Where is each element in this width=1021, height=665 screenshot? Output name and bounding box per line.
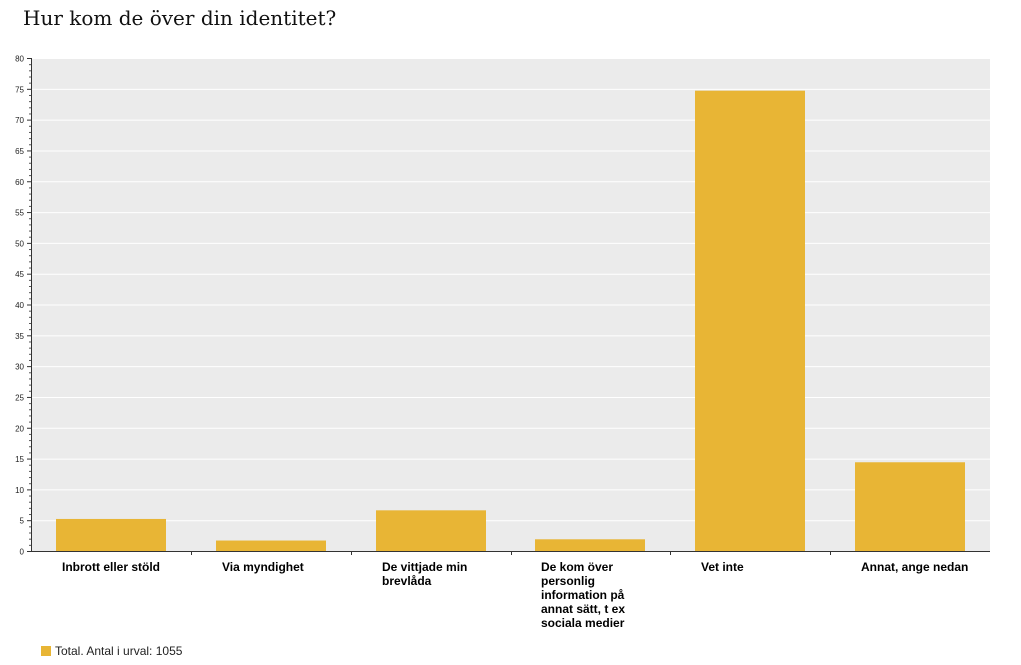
legend-swatch bbox=[41, 646, 51, 656]
gridlines bbox=[31, 58, 990, 522]
y-tick-label: 45 bbox=[15, 270, 24, 279]
bar bbox=[216, 540, 326, 551]
bar bbox=[695, 90, 805, 551]
bar bbox=[535, 539, 645, 551]
y-tick-label: 80 bbox=[15, 55, 24, 64]
y-tick-label: 10 bbox=[15, 486, 24, 495]
bars bbox=[56, 90, 965, 551]
bar bbox=[56, 518, 166, 551]
x-tick-label: Annat, ange nedan bbox=[861, 560, 969, 574]
y-axis-ticks: 0 5 10 15 20 25 30 35 40 45 50 55 60 65 70 75 80 bbox=[15, 55, 31, 557]
y-tick-label: 75 bbox=[15, 85, 24, 94]
x-tick-label: Vet inte bbox=[701, 560, 744, 574]
y-tick-label: 35 bbox=[15, 332, 24, 341]
y-tick-label: 60 bbox=[15, 178, 24, 187]
y-tick-label: 5 bbox=[20, 517, 25, 526]
y-tick-label: 40 bbox=[15, 301, 24, 310]
axes bbox=[31, 58, 990, 555]
y-tick-label: 20 bbox=[15, 424, 24, 433]
y-tick-label: 65 bbox=[15, 147, 24, 156]
x-tick-label: De kom över personlig information på ann… bbox=[541, 560, 626, 630]
y-tick-label: 50 bbox=[15, 239, 24, 248]
y-tick-label: 25 bbox=[15, 393, 24, 402]
y-tick-label: 0 bbox=[20, 548, 25, 557]
x-tick-label: Via myndighet bbox=[222, 560, 304, 574]
chart-title: Hur kom de över din identitet? bbox=[23, 6, 337, 30]
x-tick-label: Inbrott eller stöld bbox=[62, 560, 161, 574]
x-tick-label: De vittjade min brevlåda bbox=[382, 560, 468, 588]
bar bbox=[855, 462, 965, 551]
bar bbox=[376, 510, 486, 551]
y-tick-label: 15 bbox=[15, 455, 24, 464]
y-tick-label: 70 bbox=[15, 116, 24, 125]
legend: Total. Antal i urval: 1055 bbox=[41, 644, 182, 658]
y-tick-label: 55 bbox=[15, 209, 24, 218]
legend-label: Total. Antal i urval: 1055 bbox=[55, 644, 183, 658]
y-tick-label: 30 bbox=[15, 363, 24, 372]
